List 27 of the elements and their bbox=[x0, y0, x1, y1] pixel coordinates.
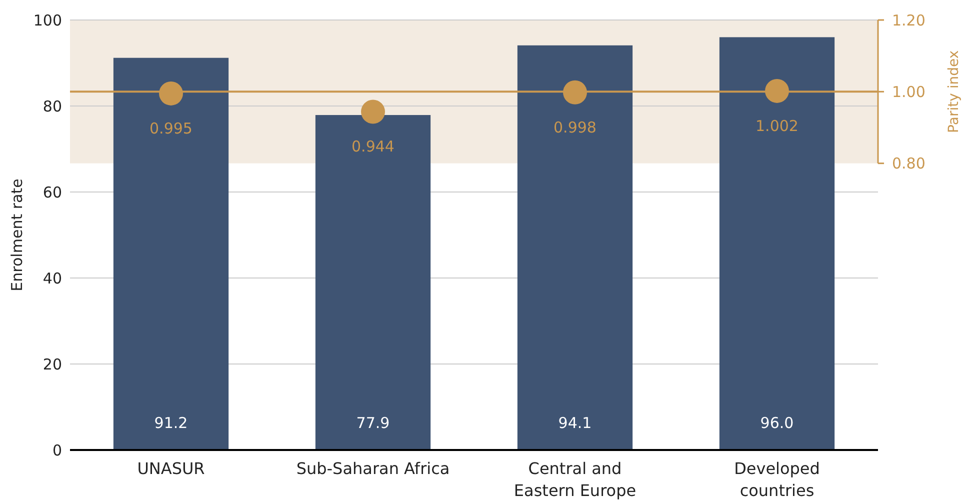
y-tick-label: 0 bbox=[52, 441, 62, 460]
point bbox=[765, 78, 789, 103]
point bbox=[563, 80, 587, 104]
data-label: 94.1 bbox=[558, 414, 592, 432]
y2-axis-title: Parity index bbox=[946, 50, 962, 133]
y-tick-label: 60 bbox=[42, 183, 62, 202]
x-tick-label: UNASUR bbox=[137, 459, 205, 478]
y-tick-label: 100 bbox=[33, 11, 62, 30]
point bbox=[361, 100, 385, 124]
y2-tick-label: 1.00 bbox=[892, 82, 926, 101]
y-tick-label: 40 bbox=[42, 269, 62, 288]
x-tick-label: Central and Eastern Europe bbox=[514, 459, 636, 500]
x-tick-label: Sub-Saharan Africa bbox=[296, 459, 450, 478]
point bbox=[159, 81, 183, 106]
y2-tick-label: 0.80 bbox=[892, 154, 926, 173]
data-label: 77.9 bbox=[356, 414, 390, 432]
data-label: 96.0 bbox=[760, 414, 794, 432]
data-label: 0.944 bbox=[352, 138, 394, 156]
y-tick-label: 20 bbox=[42, 355, 62, 374]
x-tick-label: Developed countries bbox=[734, 459, 820, 500]
y-axis-title: Enrolment rate bbox=[8, 178, 26, 292]
data-label: 91.2 bbox=[154, 414, 188, 432]
y-tick-label: 80 bbox=[42, 97, 62, 116]
data-label: 0.995 bbox=[150, 119, 192, 138]
data-label: 1.002 bbox=[756, 116, 798, 135]
y2-tick-label: 1.20 bbox=[892, 11, 926, 30]
data-label: 0.998 bbox=[554, 118, 596, 136]
